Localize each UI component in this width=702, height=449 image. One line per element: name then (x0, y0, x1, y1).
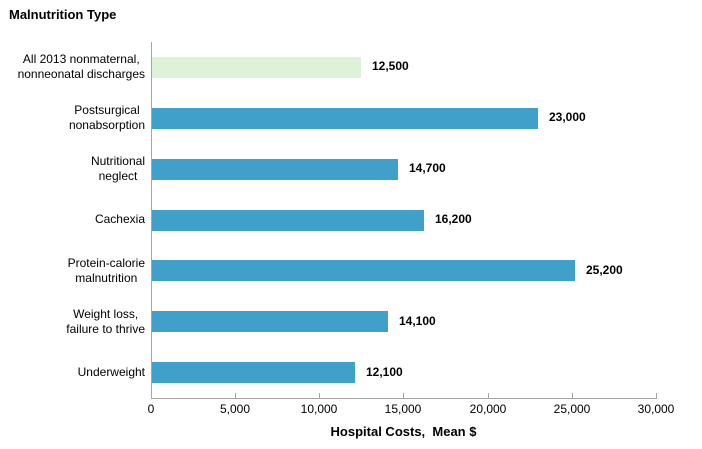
x-axis-tick (572, 393, 573, 398)
x-axis-tick (403, 393, 404, 398)
category-label: Postsurgical nonabsorption (0, 93, 145, 144)
x-axis-tick (656, 393, 657, 398)
bar (151, 210, 424, 231)
x-axis-tick-label: 30,000 (637, 402, 675, 416)
bar (151, 311, 388, 332)
value-label: 23,000 (549, 110, 586, 124)
category-label-text: Nutritional neglect (90, 154, 145, 184)
bar (151, 108, 538, 129)
x-axis-title: Hospital Costs, Mean $ (330, 424, 477, 439)
x-axis-tick-label: 5,000 (219, 402, 251, 416)
bar (151, 362, 355, 383)
value-label: 12,100 (366, 365, 403, 379)
chart-title: Malnutrition Type (9, 7, 117, 22)
category-label-text: Underweight (77, 365, 145, 380)
x-axis-tick-label: 20,000 (469, 402, 507, 416)
value-label: 16,200 (435, 212, 472, 226)
x-axis-tick (235, 393, 236, 398)
y-axis-line (151, 42, 152, 399)
x-axis-tick-label: 0 (147, 402, 155, 416)
x-axis-tick-label: 10,000 (300, 402, 338, 416)
bar (151, 57, 361, 78)
category-label: All 2013 nonmaternal, nonneonatal discha… (0, 42, 145, 93)
x-axis-tick (319, 393, 320, 398)
value-label: 25,200 (586, 263, 623, 277)
category-label: Nutritional neglect (0, 144, 145, 195)
category-label-text: Cachexia (94, 212, 145, 227)
x-axis-tick (151, 393, 152, 398)
x-axis-tick-label: 25,000 (553, 402, 591, 416)
category-label: Protein-calorie malnutrition (0, 245, 145, 296)
x-axis-tick (488, 393, 489, 398)
value-label: 12,500 (372, 59, 409, 73)
value-label: 14,700 (409, 161, 446, 175)
bar (151, 159, 398, 180)
value-label: 14,100 (399, 314, 436, 328)
bar (151, 260, 575, 281)
category-label-text: Weight loss, failure to thrive (66, 306, 145, 336)
category-label: Weight loss, failure to thrive (0, 296, 145, 347)
category-label-text: All 2013 nonmaternal, nonneonatal discha… (17, 52, 145, 82)
category-label-text: Postsurgical nonabsorption (68, 103, 145, 133)
category-label-text: Protein-calorie malnutrition (67, 255, 145, 285)
x-axis-line (151, 398, 657, 399)
category-label: Underweight (0, 347, 145, 398)
x-axis-tick-label: 15,000 (384, 402, 422, 416)
category-label: Cachexia (0, 195, 145, 246)
